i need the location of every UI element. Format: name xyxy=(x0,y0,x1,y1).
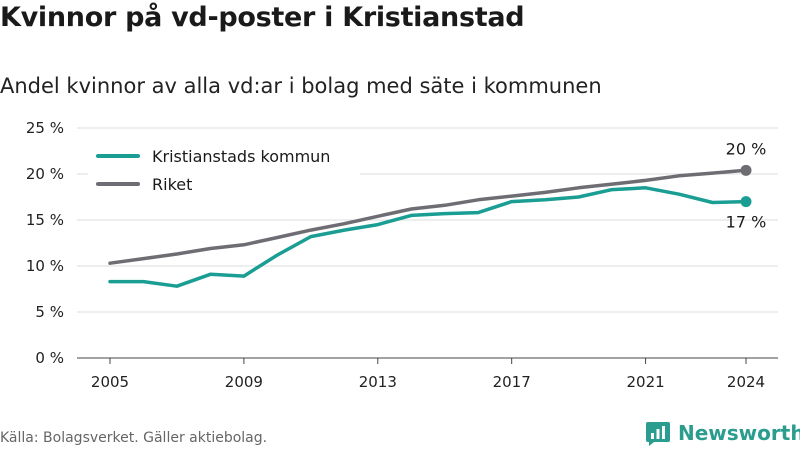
brand-name: Newsworthy xyxy=(678,421,800,445)
y-tick-label: 15 % xyxy=(26,211,64,229)
y-tick-label: 10 % xyxy=(26,257,64,275)
x-tick-label: 2017 xyxy=(493,373,531,391)
series-line xyxy=(108,186,748,288)
series-end-label: 17 % xyxy=(726,213,767,232)
page-subtitle: Andel kvinnor av alla vd:ar i bolag med … xyxy=(0,74,602,98)
legend-background xyxy=(88,142,360,200)
series-lines xyxy=(108,168,748,288)
y-tick-label: 5 % xyxy=(35,303,64,321)
line-chart: 0 %5 %10 %15 %20 %25 % 2005 2009 2013 2017 2… xyxy=(26,119,778,391)
series-end-point xyxy=(740,196,752,208)
x-tick-label: 2024 xyxy=(727,373,765,391)
y-tick-label: 20 % xyxy=(26,165,64,183)
source-note: Källa: Bolagsverket. Gäller aktiebolag. xyxy=(0,430,268,446)
x-tick-label: 2009 xyxy=(225,373,263,391)
chart-legend: Kristianstads kommun Riket xyxy=(88,142,360,200)
brand-logo: Newsworthy xyxy=(645,420,800,446)
x-tick-label: 2005 xyxy=(91,373,129,391)
legend-label: Riket xyxy=(152,175,192,194)
y-axis: 0 % 5 % 10 % 15 % 20 % 25 % xyxy=(26,119,64,367)
x-tick-label: 2021 xyxy=(626,373,664,391)
legend-label: Kristianstads kommun xyxy=(152,147,330,166)
page-title: Kvinnor på vd-poster i Kristianstad xyxy=(0,2,525,33)
series-end-point xyxy=(740,164,752,176)
x-tick-label: 2013 xyxy=(359,373,397,391)
series-line xyxy=(108,168,748,265)
series-end-markers: 17 % 20 % xyxy=(726,139,767,231)
newsworthy-logo-icon xyxy=(646,422,670,446)
y-tick-label: 25 % xyxy=(26,119,64,137)
series-end-label: 20 % xyxy=(726,139,767,158)
y-tick-label: 0 % xyxy=(35,349,64,367)
x-axis: 2005 2009 2013 2017 2021 2024 xyxy=(91,358,765,391)
